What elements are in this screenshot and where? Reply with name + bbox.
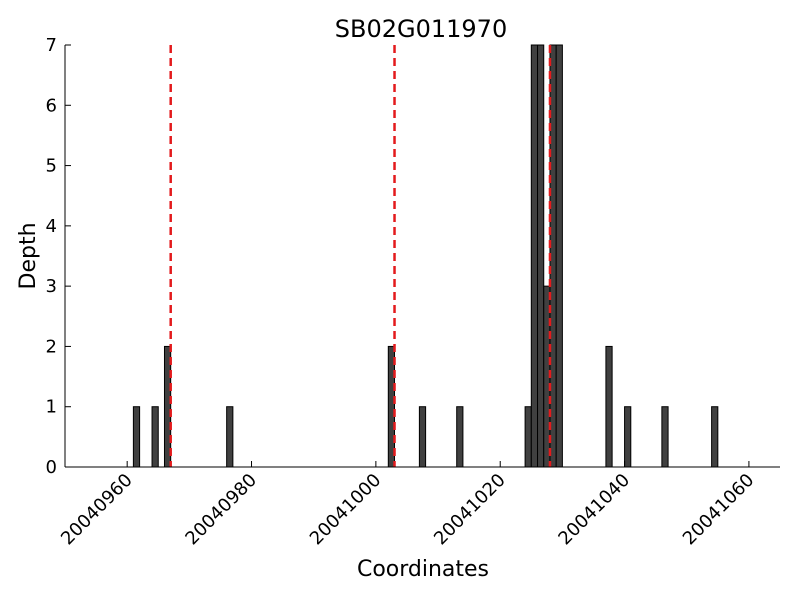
chart-title: SB02G011970	[335, 15, 507, 43]
y-tick-label: 7	[46, 35, 57, 56]
depth-bar	[151, 406, 159, 468]
y-axis-label: Depth	[16, 222, 41, 289]
x-tick-label: 20041000	[306, 470, 386, 550]
x-tick-label: 20041020	[430, 470, 510, 550]
y-tick-label: 1	[46, 397, 57, 418]
y-tick-label: 4	[46, 216, 57, 237]
depth-bar	[456, 406, 464, 468]
y-tick-label: 2	[46, 336, 57, 357]
y-tick-label: 0	[46, 457, 57, 478]
depth-bar	[524, 406, 532, 468]
depth-bar	[661, 406, 669, 468]
depth-bar	[132, 406, 141, 468]
depth-bar	[605, 345, 613, 468]
x-tick-label: 20041040	[554, 470, 634, 550]
x-tick-label: 20040980	[181, 470, 261, 550]
axes-layer: 0 1 2 3 4 5 6 7 20040960 20040980 20041000 20041020…	[46, 35, 780, 549]
x-axis-label: Coordinates	[357, 557, 489, 582]
depth-bar	[537, 44, 545, 468]
y-tick-label: 6	[46, 95, 57, 116]
depth-bar	[624, 406, 632, 468]
x-tick-label: 20041060	[679, 470, 759, 550]
depth-bar	[530, 44, 539, 468]
depth-bar	[226, 406, 234, 468]
x-tick-label: 20040960	[57, 470, 137, 550]
depth-bar	[418, 406, 427, 468]
depth-bar	[711, 406, 719, 468]
bars-layer	[132, 44, 719, 468]
y-tick-label: 3	[46, 276, 57, 297]
reference-lines-layer	[169, 45, 552, 467]
y-tick-label: 5	[46, 156, 57, 177]
depth-bar	[555, 44, 563, 468]
